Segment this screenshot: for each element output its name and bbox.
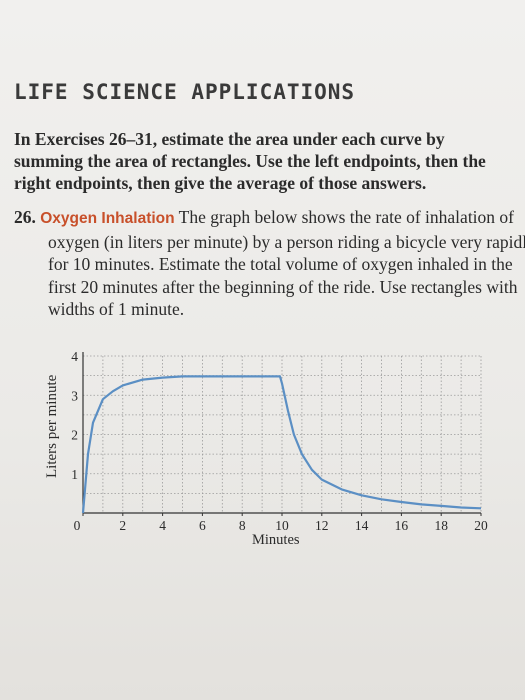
- exercise-number: 26.: [14, 207, 36, 227]
- x-tick-label: 18: [434, 518, 448, 533]
- y-tick-label: 3: [71, 388, 78, 403]
- exercise-26: 26. Oxygen Inhalation The graph below sh…: [14, 206, 525, 321]
- oxygen-rate-curve: [81, 375, 482, 514]
- x-tick-label: 12: [315, 518, 329, 533]
- y-axis-label: Liters per minute: [44, 374, 60, 478]
- x-tick-label: 8: [239, 518, 246, 533]
- section-title: LIFE SCIENCE APPLICATIONS: [14, 80, 356, 104]
- x-tick-label: 16: [395, 518, 409, 533]
- y-tick-label: 4: [71, 349, 78, 364]
- x-tick-label: 14: [355, 518, 369, 533]
- exercise-instructions: In Exercises 26–31, estimate the area un…: [14, 129, 486, 193]
- x-tick-label: 4: [159, 518, 166, 533]
- x-tick-label: 6: [199, 518, 206, 533]
- x-tick-label: 10: [275, 518, 289, 533]
- y-tick-label: 2: [71, 428, 78, 443]
- x-tick-label: 0: [74, 518, 81, 533]
- x-axis-label: Minutes: [252, 532, 300, 548]
- y-tick-label: 1: [71, 467, 78, 482]
- exercise-heading: Oxygen Inhalation: [40, 210, 175, 227]
- x-tick-label: 20: [474, 518, 488, 533]
- x-tick-label: 2: [119, 518, 126, 533]
- exercise-text: The graph below shows the rate of inhala…: [48, 207, 525, 319]
